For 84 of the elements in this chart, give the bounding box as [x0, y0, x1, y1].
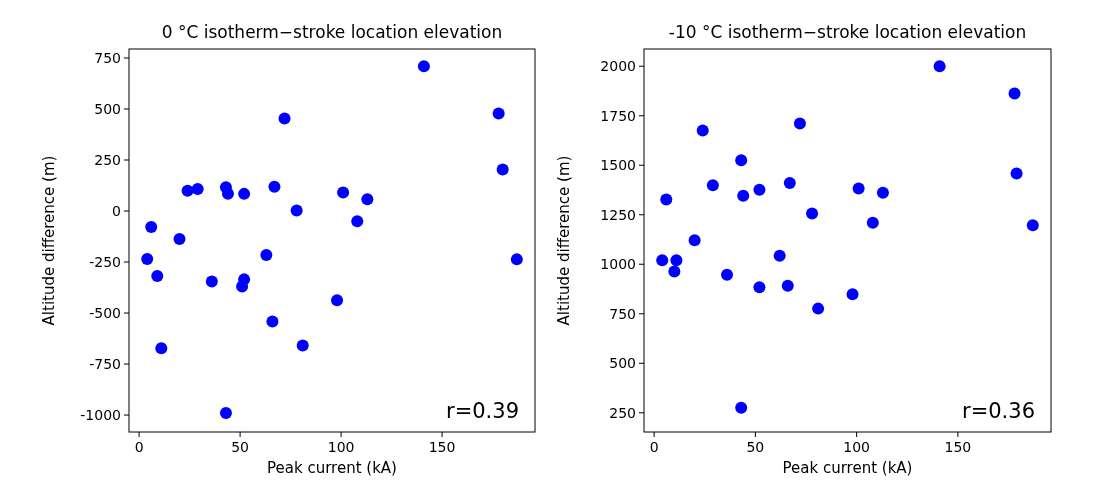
point	[866, 216, 879, 229]
point	[496, 163, 509, 176]
point	[145, 220, 158, 233]
y-tick-label: 1250	[600, 206, 636, 223]
point	[1026, 219, 1039, 232]
point	[141, 252, 154, 265]
y-tick-label: -750	[89, 356, 121, 373]
point	[806, 207, 819, 220]
point	[260, 248, 273, 261]
x-tick-label: 150	[428, 439, 456, 455]
point	[1010, 167, 1023, 180]
point	[753, 281, 766, 294]
point	[737, 189, 750, 202]
point	[846, 288, 859, 301]
point	[735, 154, 748, 167]
point	[1008, 87, 1021, 100]
point	[151, 269, 164, 282]
y-tick-label: 1000	[600, 256, 636, 273]
x-axis-title: Peak current (kA)	[267, 459, 397, 477]
y-axis-title: Altitude difference (m)	[555, 155, 573, 326]
point	[290, 204, 303, 217]
x-tick-label: 100	[843, 439, 870, 455]
y-tick-label: 750	[609, 305, 636, 322]
chart-title: 0 °C isotherm−stroke location elevation	[161, 22, 503, 42]
point	[660, 193, 673, 206]
point	[181, 184, 194, 197]
y-tick-label: 250	[609, 404, 636, 421]
y-tick-label: 500	[94, 100, 121, 117]
y-tick-label: 1750	[600, 107, 636, 124]
point	[783, 177, 796, 190]
x-tick-label: 100	[327, 439, 355, 455]
point	[173, 232, 186, 245]
point	[361, 193, 374, 206]
point	[753, 183, 766, 196]
point	[236, 280, 249, 293]
point	[510, 253, 523, 266]
y-tick-label: 2000	[600, 58, 636, 75]
point	[656, 254, 669, 267]
y-tick-label: -250	[89, 254, 121, 271]
y-tick-label: 500	[609, 355, 636, 372]
point	[417, 60, 430, 73]
point	[735, 401, 748, 414]
point	[351, 215, 364, 228]
point	[773, 249, 786, 262]
point	[933, 60, 946, 73]
x-tick-label: 50	[231, 439, 250, 455]
y-tick-label: 0	[112, 203, 121, 220]
point	[155, 342, 168, 355]
y-tick-label: 1500	[600, 157, 636, 174]
annotation: r=0.36	[962, 399, 1035, 423]
point	[278, 112, 291, 125]
point	[706, 179, 719, 192]
point	[793, 117, 806, 130]
y-tick-label: 750	[94, 49, 121, 66]
y-tick-label: -1000	[80, 407, 121, 424]
point	[268, 180, 281, 193]
x-tick-label: 0	[649, 439, 659, 455]
point	[238, 187, 251, 200]
point	[191, 182, 204, 195]
y-tick-label: -500	[89, 305, 121, 322]
point	[337, 186, 350, 199]
y-tick-label: 250	[94, 152, 121, 168]
point	[721, 268, 734, 281]
point	[205, 275, 218, 288]
point	[696, 124, 709, 137]
annotation: r=0.39	[446, 399, 519, 423]
point	[781, 279, 794, 292]
point	[266, 315, 279, 328]
point	[668, 265, 681, 278]
point	[219, 407, 232, 420]
point	[688, 234, 701, 247]
x-tick-label: 150	[944, 439, 972, 455]
point	[812, 302, 825, 315]
x-axis-title: Peak current (kA)	[782, 459, 913, 477]
point	[331, 294, 344, 307]
point	[876, 186, 889, 199]
point	[492, 107, 505, 120]
chart-title: -10 °C isotherm−stroke location elevation	[668, 22, 1027, 42]
x-tick-label: 0	[134, 439, 144, 455]
point	[296, 339, 309, 352]
point	[852, 182, 865, 195]
y-axis-title: Altitude difference (m)	[40, 155, 58, 326]
x-tick-label: 50	[746, 439, 765, 455]
point	[670, 254, 683, 267]
